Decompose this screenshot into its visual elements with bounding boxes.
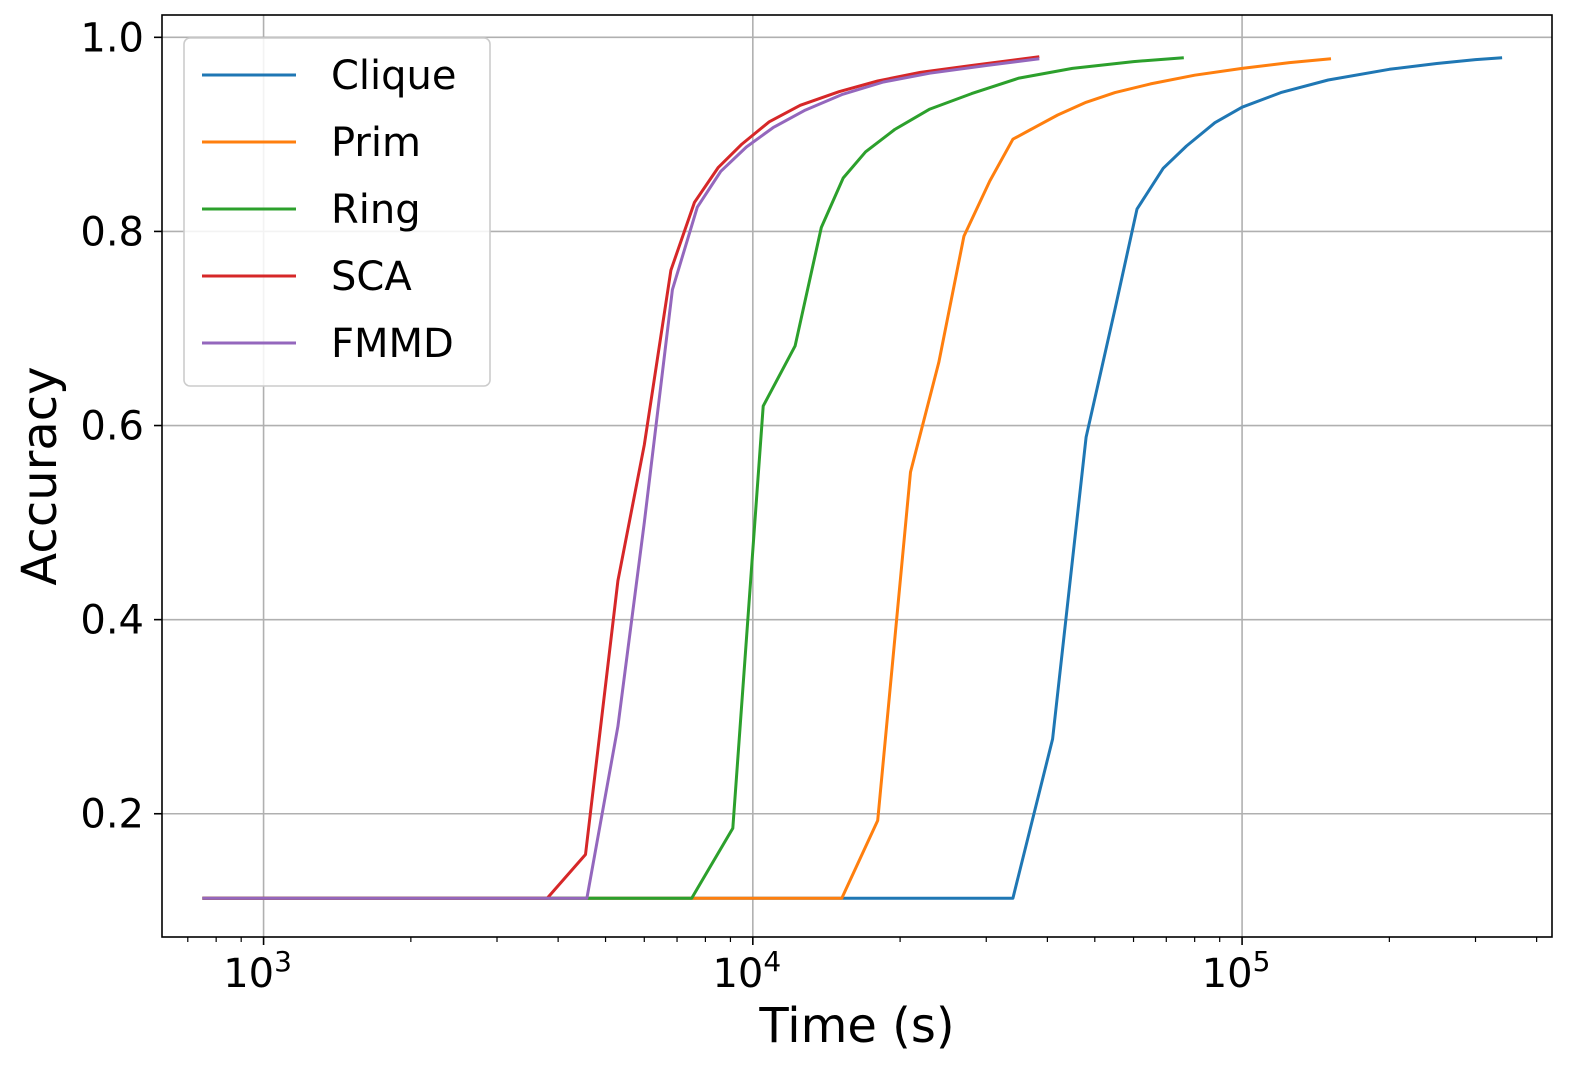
series-line-sca xyxy=(202,55,1040,900)
y-tick-label: 1.0 xyxy=(80,15,144,61)
series-lines xyxy=(202,55,1503,900)
x-tick-label: 105 xyxy=(1202,945,1271,997)
legend-box xyxy=(183,37,491,387)
y-tick-label: 0.6 xyxy=(80,404,144,450)
x-axis-label: Time (s) xyxy=(758,998,954,1054)
y-tick-label: 0.8 xyxy=(80,209,144,255)
y-tick-label: 0.4 xyxy=(80,598,144,644)
series-line-fmmd xyxy=(202,57,1040,900)
legend: Clique Prim Ring SCA FMMD xyxy=(183,37,491,387)
plot-frame xyxy=(161,14,1553,938)
legend-label-fmmd: FMMD xyxy=(331,321,454,367)
y-tick-label: 0.2 xyxy=(80,792,144,838)
legend-label-sca: SCA xyxy=(331,254,412,300)
x-tick-labels: 103 104 105 xyxy=(223,945,1270,997)
legend-label-clique: Clique xyxy=(331,53,457,99)
x-tick-label: 103 xyxy=(223,945,292,997)
major-ticks xyxy=(154,36,1243,945)
legend-label-prim: Prim xyxy=(331,120,421,166)
y-tick-labels: 0.2 0.4 0.6 0.8 1.0 xyxy=(80,15,144,837)
x-tick-label: 104 xyxy=(712,945,781,997)
series-line-ring xyxy=(202,56,1184,900)
series-line-clique xyxy=(202,56,1503,900)
legend-label-ring: Ring xyxy=(331,187,421,233)
y-axis-label: Accuracy xyxy=(12,366,68,585)
x-minor-ticks xyxy=(187,937,1538,942)
series-line-prim xyxy=(202,57,1332,900)
